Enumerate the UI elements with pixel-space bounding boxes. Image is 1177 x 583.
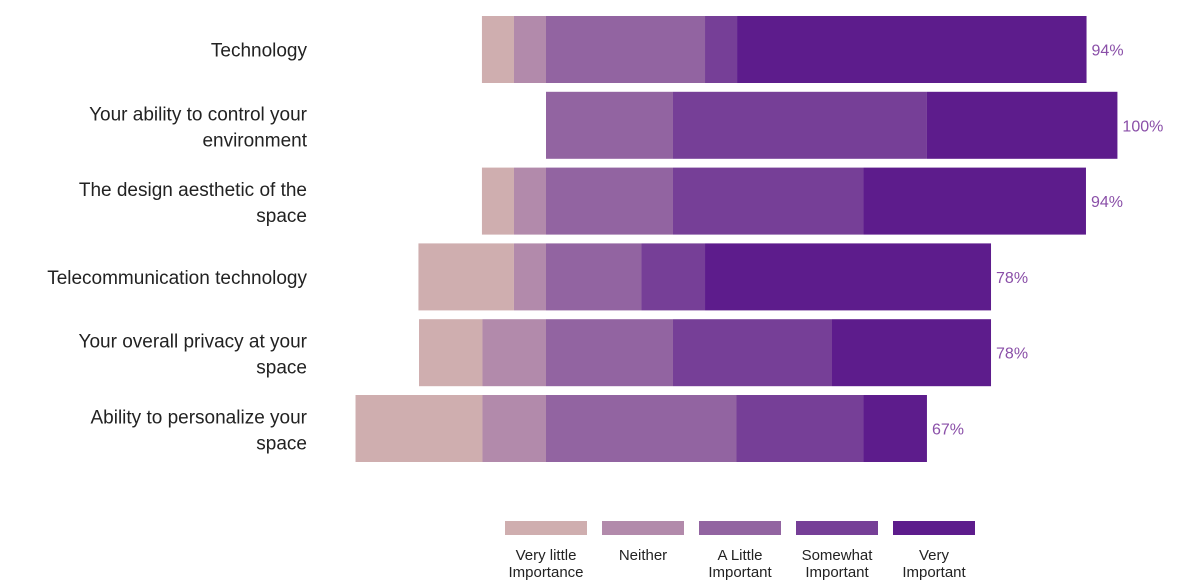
category-label-1: Technology bbox=[211, 41, 308, 62]
bar-segment-2-3 bbox=[546, 91, 673, 159]
bar-segment-1-3 bbox=[546, 16, 706, 83]
bar-segment-1-2 bbox=[513, 16, 546, 83]
bar-segment-5-2 bbox=[482, 319, 546, 387]
category-label-5: Your overall privacy at your space bbox=[79, 332, 308, 379]
legend-label-1: Very little Importance bbox=[508, 547, 583, 581]
bar-segment-1-1 bbox=[481, 16, 514, 83]
bar-segment-4-5 bbox=[705, 243, 992, 311]
total-label-2: 100% bbox=[1122, 118, 1163, 135]
legend-swatch-4 bbox=[796, 521, 878, 535]
bar-segment-5-4 bbox=[672, 319, 832, 387]
bar-segment-6-3 bbox=[546, 395, 737, 462]
legend-swatch-1 bbox=[505, 521, 587, 535]
category-label-4: Telecommunication technology bbox=[47, 268, 307, 289]
bar-segment-6-4 bbox=[736, 395, 864, 462]
total-label-3: 94% bbox=[1091, 194, 1123, 211]
legend: Very little Importance Neither A Little Impo… bbox=[505, 521, 975, 581]
bar-segment-6-1 bbox=[355, 395, 483, 462]
category-label-3: The design aesthetic of the space bbox=[79, 180, 307, 227]
legend-label-3: A Little Important bbox=[708, 547, 772, 581]
bar-segment-4-2 bbox=[513, 243, 546, 311]
bars-group bbox=[355, 16, 1118, 462]
bar-segment-5-1 bbox=[419, 319, 483, 387]
total-label-6: 67% bbox=[932, 422, 964, 439]
total-label-1: 94% bbox=[1092, 43, 1124, 60]
bar-segment-1-4 bbox=[705, 16, 738, 83]
legend-swatch-5 bbox=[893, 521, 975, 535]
total-labels: 94% 100% 94% 78% 78% 67% bbox=[932, 43, 1163, 439]
category-labels: Technology Your ability to control your en… bbox=[47, 41, 308, 455]
bar-segment-2-4 bbox=[672, 91, 927, 159]
bar-segment-4-4 bbox=[641, 243, 706, 311]
legend-label-5: Very Important bbox=[902, 547, 966, 581]
legend-label-2: Neither bbox=[619, 547, 667, 564]
bar-segment-6-5 bbox=[863, 395, 927, 462]
bar-segment-5-5 bbox=[832, 319, 992, 387]
bar-segment-3-4 bbox=[672, 167, 864, 235]
total-label-4: 78% bbox=[996, 270, 1028, 287]
legend-label-4: Somewhat Important bbox=[802, 547, 874, 581]
bar-segment-4-3 bbox=[546, 243, 642, 311]
bar-segment-5-3 bbox=[546, 319, 673, 387]
legend-swatch-3 bbox=[699, 521, 781, 535]
bar-segment-1-5 bbox=[737, 16, 1087, 83]
legend-swatch-2 bbox=[602, 521, 684, 535]
total-label-5: 78% bbox=[996, 346, 1028, 363]
bar-segment-4-1 bbox=[418, 243, 514, 311]
bar-segment-3-5 bbox=[863, 167, 1086, 235]
bar-segment-3-3 bbox=[546, 167, 673, 235]
bar-segment-3-2 bbox=[513, 167, 546, 235]
category-label-6: Ability to personalize your space bbox=[91, 408, 308, 455]
bar-segment-6-2 bbox=[482, 395, 546, 462]
bar-segment-3-1 bbox=[481, 167, 514, 235]
category-label-2: Your ability to control your environment bbox=[89, 104, 308, 151]
bar-segment-2-5 bbox=[926, 91, 1118, 159]
